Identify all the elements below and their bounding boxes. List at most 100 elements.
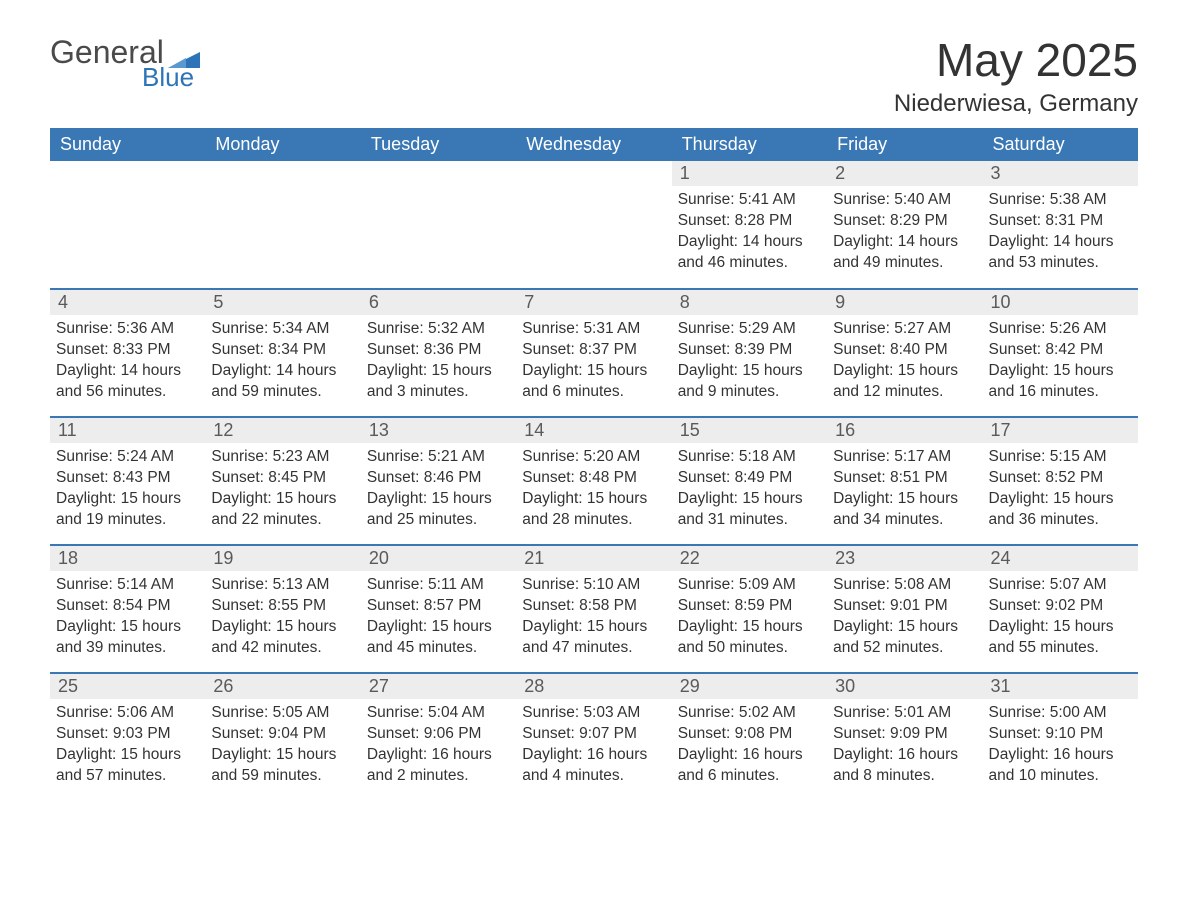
sunset-value: 9:06 PM xyxy=(424,725,482,742)
daylight-value: 14 hours and 59 minutes. xyxy=(211,362,336,400)
calendar-cell: 19Sunrise: 5:13 AMSunset: 8:55 PMDayligh… xyxy=(205,545,360,673)
calendar-cell: 8Sunrise: 5:29 AMSunset: 8:39 PMDaylight… xyxy=(672,289,827,417)
sunrise-value: 5:01 AM xyxy=(894,704,951,721)
sunset-value: 8:45 PM xyxy=(268,469,326,486)
weekday-header: Friday xyxy=(827,128,982,161)
sunrise-value: 5:18 AM xyxy=(739,448,796,465)
day-details: Sunrise: 5:34 AMSunset: 8:34 PMDaylight:… xyxy=(205,315,360,411)
daylight-value: 15 hours and 25 minutes. xyxy=(367,490,492,528)
day-number: 7 xyxy=(516,290,671,315)
day-number: 6 xyxy=(361,290,516,315)
day-details: Sunrise: 5:08 AMSunset: 9:01 PMDaylight:… xyxy=(827,571,982,667)
day-number: 31 xyxy=(983,674,1138,699)
daylight-value: 15 hours and 42 minutes. xyxy=(211,618,336,656)
sunset-value: 8:59 PM xyxy=(735,597,793,614)
day-details: Sunrise: 5:14 AMSunset: 8:54 PMDaylight:… xyxy=(50,571,205,667)
calendar-cell: 5Sunrise: 5:34 AMSunset: 8:34 PMDaylight… xyxy=(205,289,360,417)
day-number: 16 xyxy=(827,418,982,443)
sunrise-value: 5:21 AM xyxy=(428,448,485,465)
day-number: 20 xyxy=(361,546,516,571)
day-number: 8 xyxy=(672,290,827,315)
weekday-header: Wednesday xyxy=(516,128,671,161)
day-details: Sunrise: 5:21 AMSunset: 8:46 PMDaylight:… xyxy=(361,443,516,539)
sunset-value: 9:07 PM xyxy=(579,725,637,742)
sunrise-value: 5:03 AM xyxy=(583,704,640,721)
daylight-value: 14 hours and 46 minutes. xyxy=(678,233,803,271)
sunrise-value: 5:02 AM xyxy=(739,704,796,721)
day-details: Sunrise: 5:18 AMSunset: 8:49 PMDaylight:… xyxy=(672,443,827,539)
sunrise-value: 5:06 AM xyxy=(117,704,174,721)
day-number: 23 xyxy=(827,546,982,571)
brand-logo: General Blue xyxy=(50,36,200,90)
daylight-value: 15 hours and 3 minutes. xyxy=(367,362,492,400)
sunrise-value: 5:07 AM xyxy=(1050,576,1107,593)
daylight-value: 15 hours and 39 minutes. xyxy=(56,618,181,656)
sunset-value: 8:28 PM xyxy=(735,212,793,229)
day-details: Sunrise: 5:15 AMSunset: 8:52 PMDaylight:… xyxy=(983,443,1138,539)
calendar-cell: 24Sunrise: 5:07 AMSunset: 9:02 PMDayligh… xyxy=(983,545,1138,673)
calendar-cell: 13Sunrise: 5:21 AMSunset: 8:46 PMDayligh… xyxy=(361,417,516,545)
calendar-cell: 31Sunrise: 5:00 AMSunset: 9:10 PMDayligh… xyxy=(983,673,1138,801)
day-number: 28 xyxy=(516,674,671,699)
day-number: 13 xyxy=(361,418,516,443)
calendar-week: 25Sunrise: 5:06 AMSunset: 9:03 PMDayligh… xyxy=(50,673,1138,801)
sunrise-value: 5:26 AM xyxy=(1050,320,1107,337)
sunrise-value: 5:05 AM xyxy=(273,704,330,721)
daylight-value: 15 hours and 50 minutes. xyxy=(678,618,803,656)
calendar-cell: 12Sunrise: 5:23 AMSunset: 8:45 PMDayligh… xyxy=(205,417,360,545)
calendar-cell: 18Sunrise: 5:14 AMSunset: 8:54 PMDayligh… xyxy=(50,545,205,673)
day-details: Sunrise: 5:11 AMSunset: 8:57 PMDaylight:… xyxy=(361,571,516,667)
sunset-value: 9:04 PM xyxy=(268,725,326,742)
day-number: 10 xyxy=(983,290,1138,315)
sunrise-value: 5:00 AM xyxy=(1050,704,1107,721)
daylight-value: 15 hours and 16 minutes. xyxy=(989,362,1114,400)
day-number: 15 xyxy=(672,418,827,443)
sunrise-value: 5:31 AM xyxy=(583,320,640,337)
daylight-value: 15 hours and 12 minutes. xyxy=(833,362,958,400)
day-details: Sunrise: 5:07 AMSunset: 9:02 PMDaylight:… xyxy=(983,571,1138,667)
sunset-value: 9:09 PM xyxy=(890,725,948,742)
weekday-header: Thursday xyxy=(672,128,827,161)
daylight-value: 16 hours and 2 minutes. xyxy=(367,746,492,784)
sunrise-value: 5:13 AM xyxy=(273,576,330,593)
calendar-cell: 30Sunrise: 5:01 AMSunset: 9:09 PMDayligh… xyxy=(827,673,982,801)
day-number: 3 xyxy=(983,161,1138,186)
location-subtitle: Niederwiesa, Germany xyxy=(894,90,1138,118)
calendar-cell: .. xyxy=(50,161,205,289)
sunrise-value: 5:36 AM xyxy=(117,320,174,337)
daylight-value: 15 hours and 31 minutes. xyxy=(678,490,803,528)
calendar-cell: 17Sunrise: 5:15 AMSunset: 8:52 PMDayligh… xyxy=(983,417,1138,545)
day-details: Sunrise: 5:17 AMSunset: 8:51 PMDaylight:… xyxy=(827,443,982,539)
daylight-value: 16 hours and 6 minutes. xyxy=(678,746,803,784)
sunset-value: 8:54 PM xyxy=(113,597,171,614)
sunrise-value: 5:32 AM xyxy=(428,320,485,337)
sunset-value: 8:42 PM xyxy=(1045,341,1103,358)
day-details: Sunrise: 5:09 AMSunset: 8:59 PMDaylight:… xyxy=(672,571,827,667)
calendar-cell: 14Sunrise: 5:20 AMSunset: 8:48 PMDayligh… xyxy=(516,417,671,545)
daylight-value: 16 hours and 4 minutes. xyxy=(522,746,647,784)
sunset-value: 8:31 PM xyxy=(1045,212,1103,229)
title-block: May 2025 Niederwiesa, Germany xyxy=(894,36,1138,118)
calendar-cell: 16Sunrise: 5:17 AMSunset: 8:51 PMDayligh… xyxy=(827,417,982,545)
sunrise-value: 5:29 AM xyxy=(739,320,796,337)
calendar-week: 18Sunrise: 5:14 AMSunset: 8:54 PMDayligh… xyxy=(50,545,1138,673)
calendar-cell: 2Sunrise: 5:40 AMSunset: 8:29 PMDaylight… xyxy=(827,161,982,289)
sunset-value: 9:01 PM xyxy=(890,597,948,614)
sunrise-value: 5:17 AM xyxy=(894,448,951,465)
calendar-cell: 15Sunrise: 5:18 AMSunset: 8:49 PMDayligh… xyxy=(672,417,827,545)
calendar-week: 11Sunrise: 5:24 AMSunset: 8:43 PMDayligh… xyxy=(50,417,1138,545)
sunset-value: 8:48 PM xyxy=(579,469,637,486)
sunset-value: 8:52 PM xyxy=(1045,469,1103,486)
sunset-value: 8:40 PM xyxy=(890,341,948,358)
daylight-value: 14 hours and 49 minutes. xyxy=(833,233,958,271)
sunset-value: 9:02 PM xyxy=(1045,597,1103,614)
calendar-body: ........1Sunrise: 5:41 AMSunset: 8:28 PM… xyxy=(50,161,1138,801)
day-details: Sunrise: 5:05 AMSunset: 9:04 PMDaylight:… xyxy=(205,699,360,795)
calendar-cell: .. xyxy=(205,161,360,289)
day-number: 4 xyxy=(50,290,205,315)
daylight-value: 15 hours and 9 minutes. xyxy=(678,362,803,400)
day-details: Sunrise: 5:13 AMSunset: 8:55 PMDaylight:… xyxy=(205,571,360,667)
calendar-week: ........1Sunrise: 5:41 AMSunset: 8:28 PM… xyxy=(50,161,1138,289)
sunset-value: 8:49 PM xyxy=(735,469,793,486)
day-details: Sunrise: 5:20 AMSunset: 8:48 PMDaylight:… xyxy=(516,443,671,539)
